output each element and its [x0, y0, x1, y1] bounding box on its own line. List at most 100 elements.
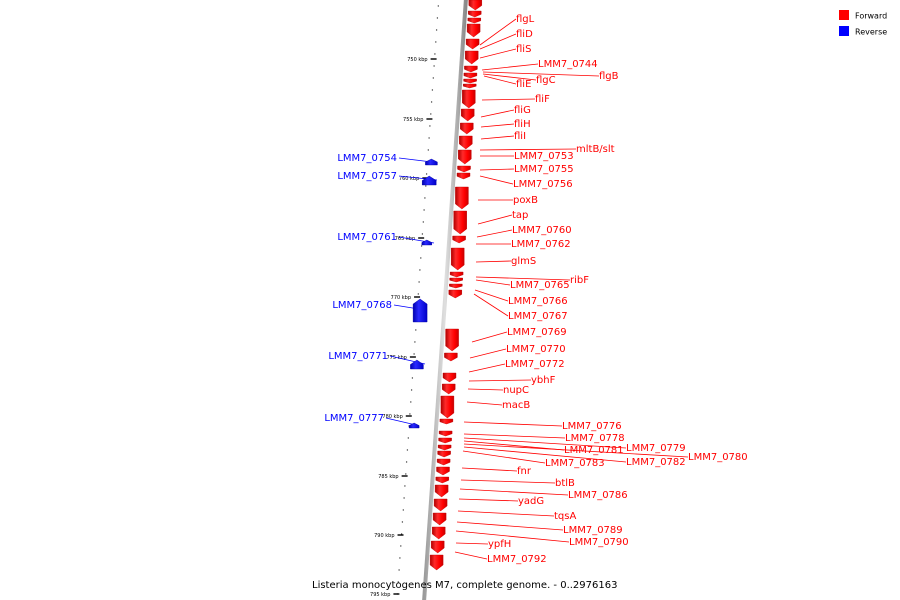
forward-gene-arrow	[463, 83, 477, 89]
minor-tick-dot	[397, 581, 399, 583]
minor-tick-dot	[430, 113, 432, 115]
leader-line	[475, 279, 511, 286]
leader-line	[481, 98, 536, 101]
forward-gene-arrow	[452, 235, 466, 244]
leader-line	[481, 63, 539, 71]
forward-gene-label: LMM7_0769	[507, 327, 567, 338]
forward-gene-arrow	[457, 165, 471, 173]
leader-line	[475, 260, 512, 263]
forward-gene-arrow	[440, 395, 455, 419]
forward-gene-label: btlB	[555, 478, 575, 489]
minor-tick-dot	[404, 485, 406, 487]
leader-line	[477, 214, 513, 225]
forward-gene-arrow	[434, 484, 449, 498]
forward-gene-label: LMM7_0766	[508, 296, 568, 307]
forward-gene-label: fliS	[516, 44, 531, 55]
forward-gene-label: LMM7_0790	[569, 537, 629, 548]
minor-tick-dot	[418, 281, 420, 283]
forward-gene-arrow	[466, 23, 481, 38]
forward-gene-arrow	[438, 430, 453, 437]
forward-gene-label: LMM7_0753	[514, 151, 574, 162]
forward-gene-label: LMM7_0744	[538, 59, 598, 70]
forward-gene-label: LMM7_0762	[511, 239, 571, 250]
forward-gene-label: LMM7_0776	[562, 421, 622, 432]
minor-tick-dot	[430, 101, 433, 103]
forward-gene-arrow	[449, 271, 464, 278]
minor-tick-dot	[410, 401, 412, 403]
forward-gene-arrow	[459, 135, 473, 150]
minor-tick-dot	[425, 173, 428, 175]
forward-gene-label: flgB	[599, 71, 619, 82]
minor-tick-dot	[420, 245, 423, 247]
forward-gene-arrow	[429, 554, 444, 571]
reverse-gene-label: LMM7_0768	[332, 300, 392, 311]
minor-tick-dot	[435, 29, 438, 31]
leader-line	[476, 229, 513, 238]
tick-label: 750 kbp	[407, 57, 427, 63]
forward-gene-arrow	[456, 172, 471, 180]
minor-tick-dot	[424, 197, 426, 199]
leader-line	[455, 542, 489, 545]
forward-gene-label: tqsA	[554, 511, 576, 522]
forward-gene-arrow	[445, 328, 459, 352]
forward-gene-arrow	[432, 526, 446, 540]
minor-tick-dot	[419, 269, 421, 271]
minor-tick-dot	[417, 293, 419, 295]
reverse-gene-label: LMM7_0757	[337, 171, 397, 182]
legend-reverse-label: Reverse	[855, 28, 887, 37]
reverse-gene-arrow	[422, 175, 437, 186]
forward-gene-arrow	[442, 383, 456, 395]
leader-line	[467, 388, 504, 391]
reverse-gene-label: LMM7_0754	[337, 153, 397, 164]
minor-tick-dot	[420, 257, 422, 259]
legend-reverse-swatch	[839, 26, 849, 36]
forward-gene-arrow	[436, 466, 450, 476]
minor-tick-dot	[432, 77, 434, 79]
forward-gene-label: nupC	[503, 385, 529, 396]
leader-line	[455, 530, 570, 543]
reverse-gene-arrow	[421, 239, 432, 246]
forward-gene-arrow	[437, 444, 452, 451]
forward-gene-label: fliH	[514, 119, 531, 130]
forward-gene-arrow	[448, 289, 462, 299]
leader-line	[461, 467, 518, 472]
forward-gene-label: LMM7_0779	[626, 443, 686, 454]
legend: Forward Reverse	[839, 10, 887, 37]
forward-gene-label: fliI	[514, 131, 526, 142]
leader-line	[456, 521, 564, 531]
forward-gene-label: fliE	[516, 79, 531, 90]
tick-label: 790 kbp	[374, 533, 394, 539]
forward-gene-label: LMM7_0760	[512, 225, 572, 236]
forward-gene-label: fnr	[517, 466, 532, 477]
forward-gene-arrow	[444, 352, 458, 362]
leader-line	[458, 498, 519, 502]
forward-gene-label: flgC	[536, 75, 556, 86]
forward-gene-label: LMM7_0765	[510, 280, 570, 291]
forward-gene-arrow	[442, 372, 457, 383]
leader-line	[482, 73, 537, 81]
forward-gene-arrow	[431, 540, 445, 554]
tick-label: 785 kbp	[378, 474, 398, 480]
forward-gene-label: LMM7_0778	[565, 433, 625, 444]
minor-tick-dot	[422, 221, 424, 223]
leader-line	[385, 417, 417, 426]
leader-line	[479, 33, 517, 50]
minor-tick-dot	[435, 41, 437, 43]
forward-gene-label: ypfH	[488, 539, 511, 550]
forward-gene-label: ribF	[570, 275, 589, 286]
leader-line	[463, 437, 627, 449]
leader-line	[482, 71, 600, 77]
forward-gene-label: LMM7_0786	[568, 490, 628, 501]
leader-line	[462, 450, 546, 464]
backbone	[422, 0, 468, 600]
leader-line	[459, 488, 569, 496]
minor-tick-dot	[413, 353, 415, 355]
leader-line	[457, 510, 555, 517]
forward-gene-arrow	[433, 498, 448, 512]
legend-forward-label: Forward	[855, 12, 887, 21]
minor-tick-dot	[405, 473, 407, 475]
reverse-gene-arrow	[425, 158, 438, 166]
leader-line	[479, 18, 517, 46]
